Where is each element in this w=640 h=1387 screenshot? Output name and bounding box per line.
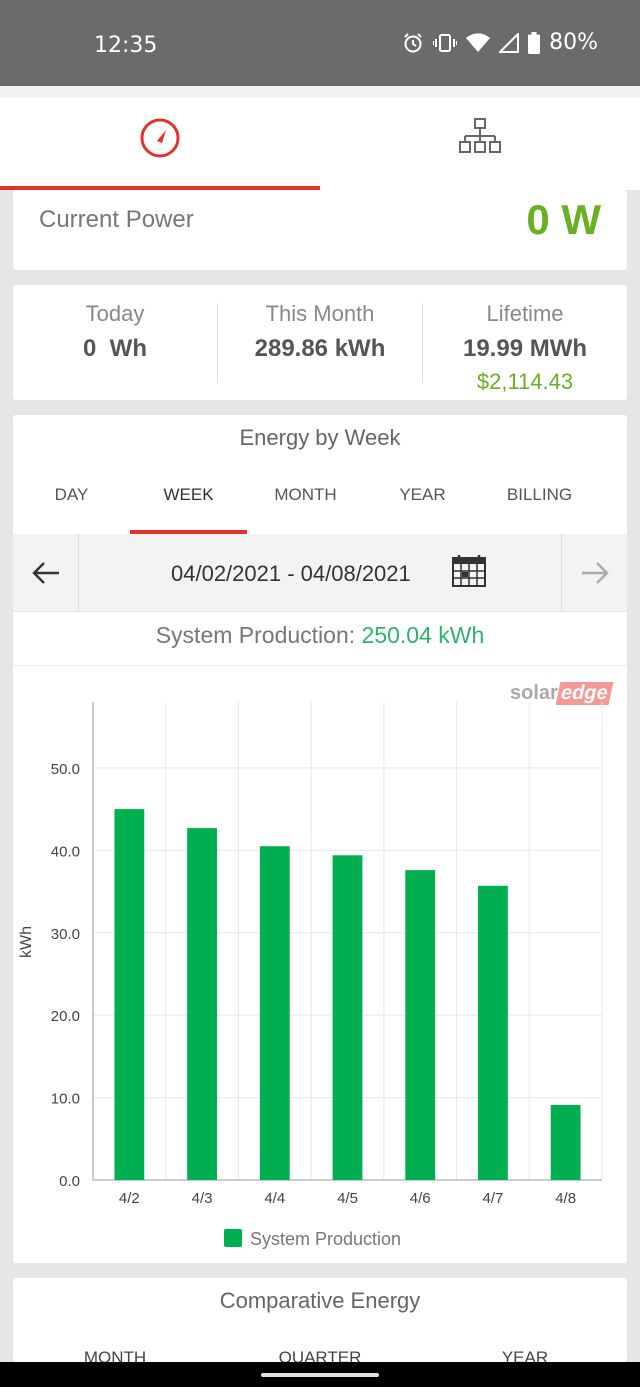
energy-bar-chart: 0.0 10.0 20.0 30.0 40.0 50.0 4/2 4/3 4/4 4/5 4/6 4/… [18,702,603,1249]
bar-4-8 [550,1105,581,1180]
stat-divider [217,303,218,383]
current-power-value: 0 W [526,196,601,243]
home-gesture-pill[interactable] [261,1373,379,1377]
wifi-icon [466,32,491,52]
x-tick-label: 4/7 [482,1190,503,1207]
stat-lifetime-money: $2,114.43 [476,369,574,394]
status-icons: 80% [402,30,598,55]
system-production-summary: System Production: 250.04 kWh [13,622,627,649]
bar-4-7 [478,885,508,1180]
status-bar: 12:35 80% [0,0,640,86]
arrow-right-icon [581,562,609,584]
bar-4-6 [405,870,436,1180]
date-range[interactable]: 04/02/2021 - 04/08/2021 [171,561,411,586]
period-tab-indicator [130,530,247,534]
x-tick-label: 4/2 [119,1190,140,1207]
site-layout-icon [459,118,501,153]
x-tick-label: 4/6 [410,1190,431,1207]
y-tick-label: 20.0 [51,1008,80,1025]
y-tick-label: 40.0 [51,843,80,860]
status-time: 12:35 [94,33,158,58]
stat-month: This Month 289.86 kWh [218,301,422,363]
stat-today-value: 0 Wh [83,335,147,362]
top-tab-bar [0,86,640,190]
tab-dashboard[interactable] [0,108,320,168]
separator [13,665,627,666]
active-tab-indicator [0,186,320,190]
period-tab-month[interactable]: MONTH [274,485,337,504]
y-tick-label: 0.0 [59,1173,80,1190]
x-tick-label: 4/8 [555,1190,576,1207]
stat-today-label: Today [85,301,145,326]
energy-card: Energy by Week DAY WEEK MONTH YEAR BILLI… [13,415,627,1263]
period-tab-day[interactable]: DAY [54,485,89,504]
system-nav-bar [0,1362,640,1387]
bar-4-3 [187,828,217,1180]
period-tab-year[interactable]: YEAR [399,485,446,504]
bar-4-5 [332,855,363,1180]
energy-stats-card: Today 0 Wh This Month 289.86 kWh Lifetim… [13,285,627,400]
vibrate-icon [433,33,458,52]
y-tick-label: 50.0 [51,761,80,778]
logo-solar-text: solar [510,682,558,704]
system-production-label: System Production: [155,622,362,648]
period-tab-week[interactable]: WEEK [163,485,214,504]
stat-month-value: 289.86 kWh [254,335,386,362]
x-tick-label: 4/3 [192,1190,213,1207]
legend-label: System Production [250,1229,401,1249]
battery-percent: 80% [549,30,598,55]
signal-icon [499,32,520,53]
stat-lifetime: Lifetime 19.99 MWh $2,114.43 [423,301,627,395]
legend-swatch [224,1229,242,1247]
stat-today: Today 0 Wh [13,301,217,363]
date-navigator: 04/02/2021 - 04/08/2021 [13,534,627,612]
y-axis-label: kWh [18,926,35,958]
tab-site-layout[interactable] [320,108,640,168]
calendar-button[interactable] [452,554,486,593]
y-tick-label: 30.0 [51,926,80,943]
bar-4-2 [114,809,145,1180]
current-power-label: Current Power [39,206,194,233]
comparative-energy-title: Comparative Energy [219,1288,421,1313]
speedometer-icon [140,118,180,158]
period-tab-billing[interactable]: BILLING [506,485,573,504]
alarm-icon [404,32,422,52]
calendar-icon [452,555,486,587]
previous-period-button[interactable] [13,534,79,612]
x-tick-label: 4/4 [264,1190,285,1207]
stat-divider [422,303,423,383]
stat-lifetime-value: 19.99 MWh [462,335,588,362]
stat-lifetime-label: Lifetime [486,301,564,326]
stat-month-label: This Month [265,301,375,326]
solaredge-logo: solar edge [510,682,613,705]
next-period-button[interactable] [561,534,627,612]
battery-icon [528,31,541,54]
y-tick-label: 10.0 [51,1091,80,1108]
system-production-value: 250.04 kWh [361,622,485,648]
arrow-left-icon [31,562,59,584]
comparative-energy-card: Comparative Energy MONTH QUARTER YEAR [13,1278,627,1367]
x-tick-label: 4/5 [337,1190,358,1207]
bar-4-4 [259,846,290,1180]
current-power-card: Current Power 0 W [13,190,627,270]
energy-title: Energy by Week [239,425,401,450]
